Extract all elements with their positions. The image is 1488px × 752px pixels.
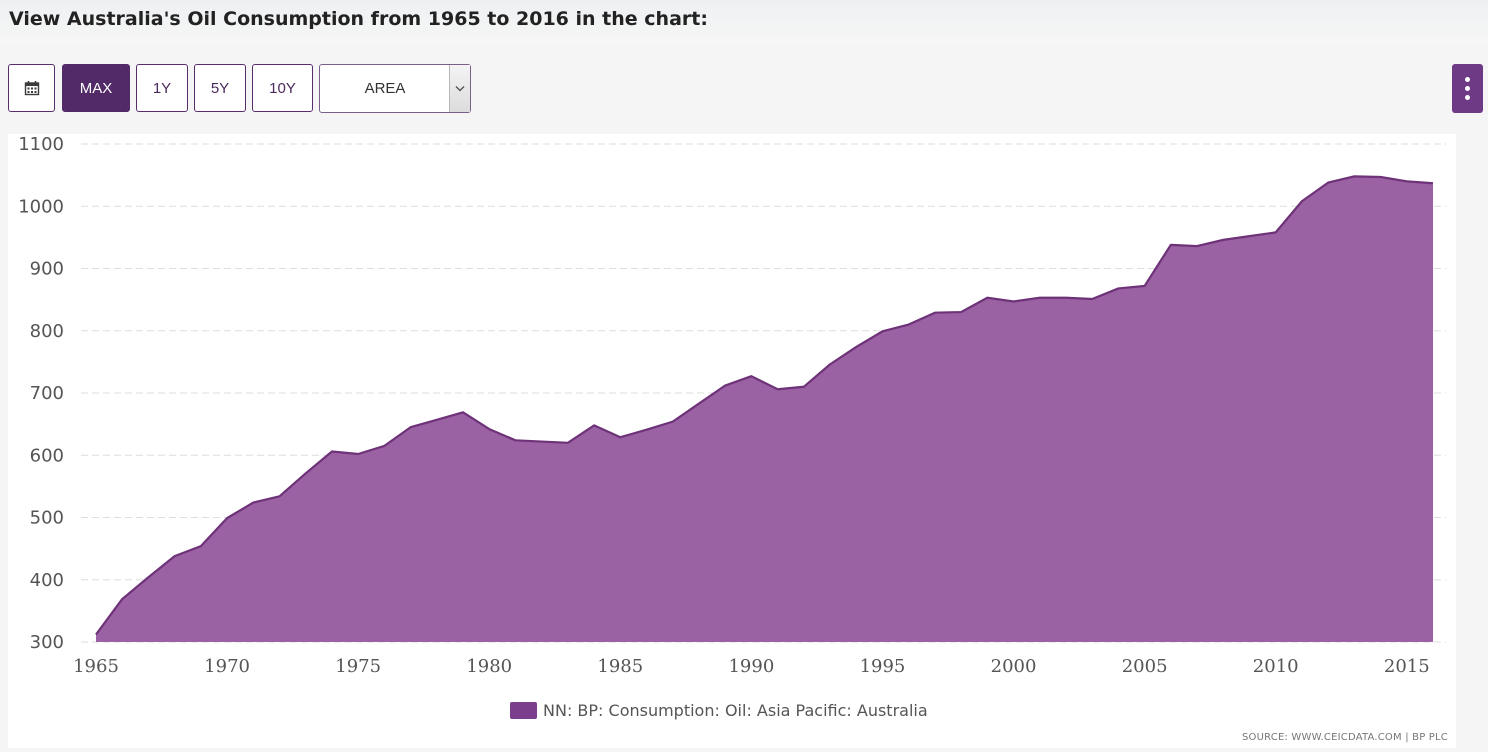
chart-type-value: AREA <box>364 80 406 97</box>
data-point[interactable]: 2012: 1038 <box>1325 180 1331 186</box>
data-point[interactable]: 2005: 872 <box>1142 283 1148 289</box>
legend-swatch <box>510 702 537 719</box>
legend[interactable]: NN: BP: Consumption: Oil: Asia Pacific: … <box>510 701 928 720</box>
data-point[interactable]: 1985: 629 <box>617 434 623 440</box>
more-options-button[interactable] <box>1452 64 1483 113</box>
data-point[interactable]: 2016: 1037 <box>1430 180 1436 186</box>
x-tick-label: 1995 <box>860 656 906 677</box>
data-point[interactable]: 1969: 454 <box>198 543 204 549</box>
data-point[interactable]: 1986: 641 <box>644 427 650 433</box>
y-tick-label: 1000 <box>18 196 64 217</box>
x-tick-label: 1990 <box>728 656 774 677</box>
chart-toolbar: MAX 1Y 5Y 10Y AREA <box>0 64 1488 114</box>
x-tick-label: 2000 <box>991 656 1037 677</box>
data-point[interactable]: 1999: 853 <box>984 295 990 301</box>
data-point[interactable]: 1991: 706 <box>775 386 781 392</box>
area-series: 1965: 312 1966: 369 1967: 404 1968: 438 1969… <box>93 173 1436 642</box>
data-point[interactable]: 2013: 1048 <box>1351 173 1357 179</box>
data-point[interactable]: 1995: 799 <box>879 328 885 334</box>
data-point[interactable]: 1970: 499 <box>224 515 230 521</box>
data-point[interactable]: 1976: 615 <box>381 443 387 449</box>
calendar-icon <box>24 81 39 96</box>
data-point[interactable]: 2004: 868 <box>1115 285 1121 291</box>
data-point[interactable]: 1984: 648 <box>591 422 597 428</box>
x-tick-label: 2005 <box>1122 656 1168 677</box>
x-axis: 1965 1970 1975 1980 1985 1990 1995 2000 2005 2010… <box>73 656 1430 677</box>
legend-label: NN: BP: Consumption: Oil: Asia Pacific: … <box>543 701 928 720</box>
data-point[interactable]: 1979: 669 <box>460 409 466 415</box>
data-point[interactable]: 1983: 620 <box>565 440 571 446</box>
data-point[interactable]: 1967: 404 <box>145 574 151 580</box>
y-tick-label: 300 <box>30 632 64 653</box>
data-point[interactable]: 1989: 712 <box>722 383 728 389</box>
data-point[interactable]: 1996: 810 <box>906 322 912 328</box>
range-10y-button[interactable]: 10Y <box>252 64 313 112</box>
x-tick-label: 1965 <box>73 656 119 677</box>
series-line <box>95 175 1434 636</box>
x-tick-label: 2015 <box>1384 656 1430 677</box>
data-point[interactable]: 1978: 657 <box>434 417 440 423</box>
y-tick-label: 700 <box>30 383 64 404</box>
data-point[interactable]: 1974: 606 <box>329 449 335 455</box>
data-point[interactable]: 1966: 369 <box>119 596 125 602</box>
area-chart: 1965: 312 1966: 369 1967: 404 1968: 438 1969… <box>18 134 1446 677</box>
data-point[interactable]: 1975: 602 <box>355 451 361 457</box>
y-axis: 300 400 500 600 700 800 900 1000 1100 <box>18 134 64 653</box>
data-point[interactable]: 1992: 710 <box>801 384 807 390</box>
x-tick-label: 1980 <box>466 656 512 677</box>
data-point[interactable]: 1972: 534 <box>277 493 283 499</box>
data-point[interactable]: 1965: 312 <box>93 632 99 638</box>
y-tick-label: 600 <box>30 445 64 466</box>
page-title: View Australia's Oil Consumption from 19… <box>9 8 708 30</box>
data-point[interactable]: 2011: 1008 <box>1299 198 1305 204</box>
data-point[interactable]: 1973: 571 <box>303 470 309 476</box>
data-point[interactable]: 2007: 936 <box>1194 243 1200 249</box>
range-max-button[interactable]: MAX <box>62 64 130 112</box>
data-point[interactable]: 2003: 851 <box>1089 296 1095 302</box>
range-1y-button[interactable]: 1Y <box>136 64 188 112</box>
data-point[interactable]: 2010: 958 <box>1273 229 1279 235</box>
data-point[interactable]: 2001: 853 <box>1037 295 1043 301</box>
data-point[interactable]: 1977: 645 <box>408 424 414 430</box>
data-point[interactable]: 1981: 624 <box>512 437 518 443</box>
data-point[interactable]: 2009: 952 <box>1246 233 1252 239</box>
chart-panel: 1965: 312 1966: 369 1967: 404 1968: 438 1969… <box>8 134 1456 748</box>
data-point[interactable]: 1982: 622 <box>539 439 545 445</box>
data-point[interactable]: 1990: 727 <box>748 373 754 379</box>
data-point[interactable]: 1968: 438 <box>172 553 178 559</box>
y-tick-label: 1100 <box>18 134 64 155</box>
data-point[interactable]: 1980: 642 <box>486 426 492 432</box>
area-fill <box>96 176 1433 642</box>
data-point[interactable]: 1998: 830 <box>958 309 964 315</box>
data-point[interactable]: 2006: 938 <box>1168 242 1174 248</box>
x-tick-label: 1985 <box>597 656 643 677</box>
chevron-down-icon <box>449 65 470 112</box>
data-point[interactable]: 1971: 524 <box>250 500 256 506</box>
data-point[interactable]: 1987: 654 <box>670 419 676 425</box>
data-point[interactable]: 1994: 774 <box>853 344 859 350</box>
source-note: SOURCE: WWW.CEICDATA.COM | BP PLC <box>1242 732 1448 743</box>
vertical-ellipsis-icon <box>1465 77 1470 82</box>
data-point[interactable]: 2014: 1047 <box>1378 174 1384 180</box>
data-point[interactable]: 1997: 829 <box>932 310 938 316</box>
chart-type-select[interactable]: AREA <box>319 64 471 113</box>
data-point[interactable]: 1993: 746 <box>827 361 833 367</box>
data-point[interactable]: 2008: 946 <box>1220 237 1226 243</box>
calendar-button[interactable] <box>8 64 55 112</box>
page-header: View Australia's Oil Consumption from 19… <box>0 0 1488 44</box>
x-tick-label: 1975 <box>335 656 381 677</box>
data-point[interactable]: 1988: 683 <box>696 401 702 407</box>
x-tick-label: 1970 <box>204 656 250 677</box>
y-tick-label: 900 <box>30 259 64 280</box>
y-tick-label: 800 <box>30 321 64 342</box>
data-point[interactable]: 2015: 1040 <box>1404 178 1410 184</box>
range-5y-button[interactable]: 5Y <box>194 64 246 112</box>
data-point[interactable]: 2002: 853 <box>1063 295 1069 301</box>
y-tick-label: 500 <box>30 508 64 529</box>
x-tick-label: 2010 <box>1253 656 1299 677</box>
y-tick-label: 400 <box>30 570 64 591</box>
data-point[interactable]: 2000: 847 <box>1011 298 1017 304</box>
